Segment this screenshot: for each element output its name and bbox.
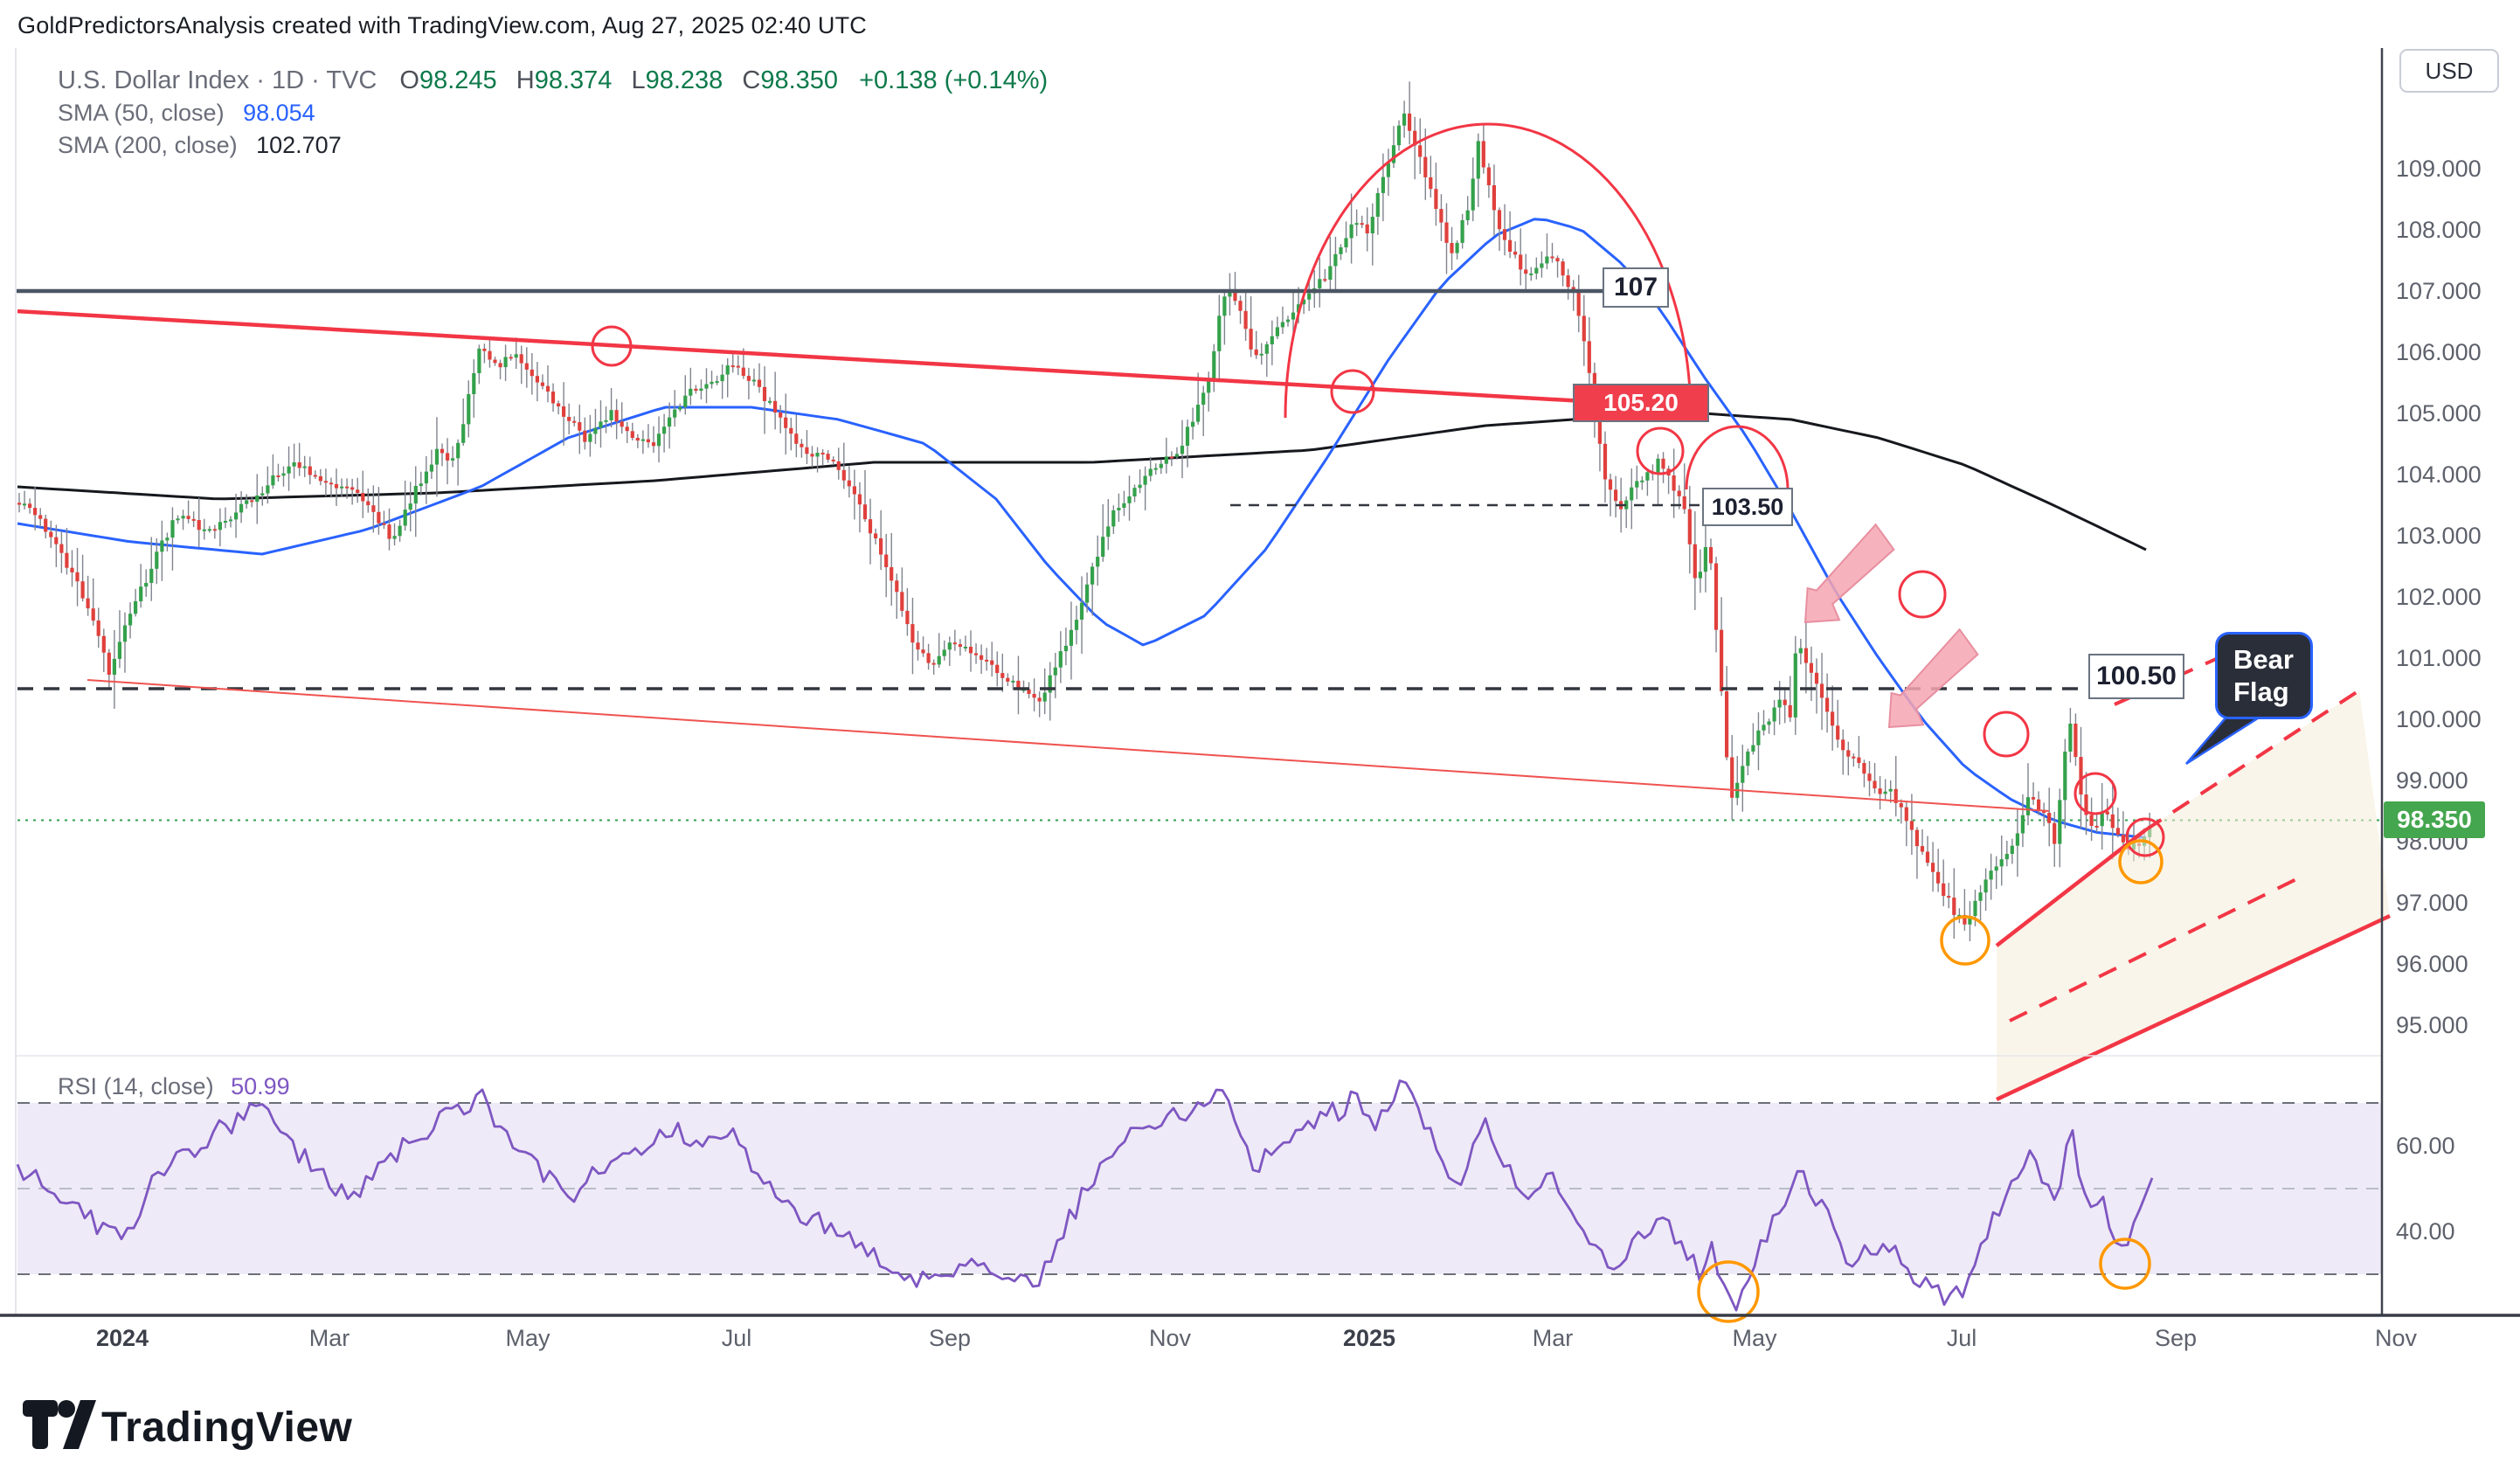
currency-button[interactable]: USD xyxy=(2399,49,2499,93)
rsi-label: RSI (14, close) xyxy=(58,1073,214,1099)
tradingview-logo-icon xyxy=(23,1400,96,1449)
rsi-tick: 40.00 xyxy=(2396,1218,2455,1245)
close-label: C98.350 xyxy=(742,66,839,94)
sma50-value: 98.054 xyxy=(243,100,315,126)
bear-flag-callout[interactable]: Bear Flag xyxy=(2215,632,2313,719)
separator: · xyxy=(256,66,265,94)
price-tick: 96.000 xyxy=(2396,951,2468,977)
exchange: TVC xyxy=(326,66,377,94)
level-105-20-badge[interactable]: 105.20 xyxy=(1573,384,1709,422)
interval[interactable]: 1D xyxy=(272,66,305,94)
separator: · xyxy=(311,66,320,94)
sma50-legend[interactable]: SMA (50, close) 98.054 xyxy=(58,100,315,127)
level-103-50-label[interactable]: 103.50 xyxy=(1702,488,1793,526)
sma200-legend[interactable]: SMA (200, close) 102.707 xyxy=(58,132,342,159)
time-label: May xyxy=(1732,1325,1777,1351)
time-label: May xyxy=(505,1325,550,1351)
rsi-tick: 60.00 xyxy=(2396,1133,2455,1159)
callout-text-line1: Bear xyxy=(2233,644,2294,675)
symbol-legend[interactable]: U.S. Dollar Index · 1D · TVC O98.245 H98… xyxy=(58,66,1048,95)
price-tick: 103.000 xyxy=(2396,523,2482,549)
level-107-label[interactable]: 107 xyxy=(1603,267,1669,308)
tradingview-brand-text: TradingView xyxy=(101,1404,353,1451)
last-price-badge: 98.350 xyxy=(2384,801,2485,838)
change-value: +0.138 (+0.14%) xyxy=(859,66,1049,94)
price-tick: 107.000 xyxy=(2396,278,2482,304)
sma200-value: 102.707 xyxy=(256,132,342,158)
rsi-legend[interactable]: RSI (14, close) 50.99 xyxy=(58,1073,290,1100)
price-tick: 100.000 xyxy=(2396,706,2482,732)
price-tick: 95.000 xyxy=(2396,1012,2468,1038)
sma200-label: SMA (200, close) xyxy=(58,132,238,158)
time-label: Nov xyxy=(2374,1325,2418,1351)
price-tick: 104.000 xyxy=(2396,461,2482,488)
time-label: Nov xyxy=(1148,1325,1192,1351)
time-label: Jul xyxy=(1946,1325,1977,1351)
price-tick: 105.000 xyxy=(2396,400,2482,426)
price-tick: 97.000 xyxy=(2396,890,2468,916)
time-label: Sep xyxy=(928,1325,972,1351)
callout-text-line2: Flag xyxy=(2233,676,2289,707)
time-label: Mar xyxy=(308,1325,350,1351)
price-tick: 99.000 xyxy=(2396,767,2468,794)
sma50-label: SMA (50, close) xyxy=(58,100,225,126)
symbol-name: U.S. Dollar Index xyxy=(58,66,250,94)
page-title: GoldPredictorsAnalysis created with Trad… xyxy=(17,12,868,38)
level-100-50-label[interactable]: 100.50 xyxy=(2088,654,2184,699)
high-label: H98.374 xyxy=(516,66,613,94)
time-label: Sep xyxy=(2154,1325,2198,1351)
time-label: 2025 xyxy=(1342,1325,1396,1351)
low-label: L98.238 xyxy=(631,66,723,94)
time-label: 2024 xyxy=(95,1325,149,1351)
price-tick: 102.000 xyxy=(2396,584,2482,610)
price-tick: 101.000 xyxy=(2396,645,2482,671)
price-tick: 106.000 xyxy=(2396,339,2482,365)
time-label: Mar xyxy=(1532,1325,1574,1351)
price-tick: 108.000 xyxy=(2396,217,2482,243)
time-label: Jul xyxy=(721,1325,752,1351)
open-label: O98.245 xyxy=(399,66,497,94)
rsi-value: 50.99 xyxy=(231,1073,290,1099)
price-tick: 109.000 xyxy=(2396,156,2482,182)
